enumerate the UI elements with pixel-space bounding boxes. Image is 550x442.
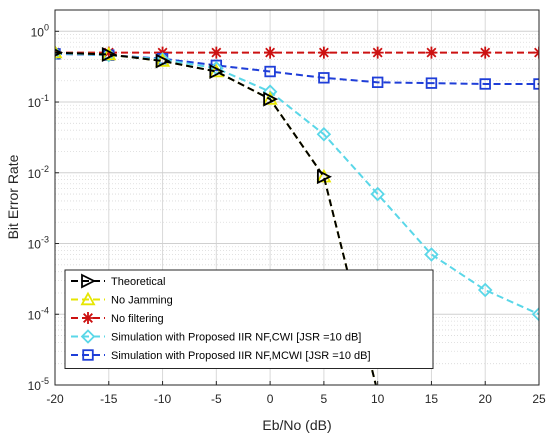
data-point [531, 306, 539, 322]
legend-marker [80, 291, 96, 306]
data-point [210, 46, 223, 59]
data-point [425, 46, 438, 59]
data-point [264, 46, 277, 59]
data-point [102, 46, 115, 59]
x-tick-label: 10 [371, 392, 385, 406]
series-0 [55, 47, 377, 385]
data-point [317, 46, 330, 59]
legend-entry: Simulation with Proposed IIR NF,CWI [JSR… [71, 329, 361, 344]
legend-label: Simulation with Proposed IIR NF,CWI [JSR… [111, 332, 361, 344]
data-point [479, 78, 491, 90]
data-point [155, 53, 171, 69]
data-point [425, 77, 438, 89]
legend-marker [82, 312, 94, 324]
data-point [371, 76, 384, 89]
data-point [533, 78, 539, 90]
data-point [209, 64, 225, 79]
x-tick-label: 0 [267, 392, 274, 406]
x-tick-label: 20 [479, 392, 493, 406]
data-point [370, 186, 385, 202]
y-tick-labels: 100 10-1 10-2 10-3 10-4 10-5 [28, 22, 59, 393]
data-point [101, 47, 117, 62]
x-tick-label: -15 [100, 392, 118, 406]
legend-entry: No Jamming [71, 291, 173, 307]
legend-marker [81, 273, 97, 289]
data-point [424, 247, 439, 262]
x-tick-label: 5 [321, 392, 328, 406]
data-point [479, 46, 492, 59]
legend-entry: No filtering [71, 312, 164, 325]
legend-label: No Jamming [111, 295, 173, 307]
legend-entry: Theoretical [71, 273, 165, 289]
data-point [316, 127, 332, 142]
legend-label: Theoretical [111, 276, 165, 288]
y-axis-label: Bit Error Rate [5, 154, 21, 239]
x-axis-label: Eb/No (dB) [262, 417, 331, 433]
data-point [262, 84, 278, 99]
y-tick-label: 100 [31, 22, 49, 39]
x-tick-label: 15 [425, 392, 439, 406]
data-point [371, 46, 384, 59]
series-layer [55, 44, 539, 385]
y-tick-label: 10-3 [28, 235, 49, 252]
legend-marker [80, 329, 96, 344]
y-tick-label: 10-4 [28, 305, 49, 322]
data-point [477, 282, 493, 298]
x-tick-label: -20 [46, 392, 64, 406]
legend-label: Simulation with Proposed IIR NF,MCWI [JS… [111, 350, 371, 362]
x-tick-labels: -20 -15 -10 -5 0 5 10 15 20 25 [46, 381, 546, 406]
legend-box [64, 269, 434, 369]
x-tick-label: -10 [154, 392, 172, 406]
y-tick-label: 10-1 [28, 93, 49, 110]
y-tick-label: 10-2 [28, 164, 49, 181]
legend-label: No filtering [111, 313, 164, 325]
x-tick-label: 25 [532, 392, 546, 406]
plot-frame [54, 9, 540, 386]
y-tick-label: 10-5 [28, 376, 49, 393]
data-point [318, 72, 330, 84]
data-point [264, 65, 276, 78]
data-point [316, 169, 332, 185]
legend-marker [82, 349, 94, 361]
legend: Theoretical No Jamming No filtering Simulat… [64, 269, 434, 369]
data-point [263, 91, 279, 107]
legend-entry: Simulation with Proposed IIR NF,MCWI [JS… [71, 349, 371, 362]
x-tick-label: -5 [211, 392, 222, 406]
